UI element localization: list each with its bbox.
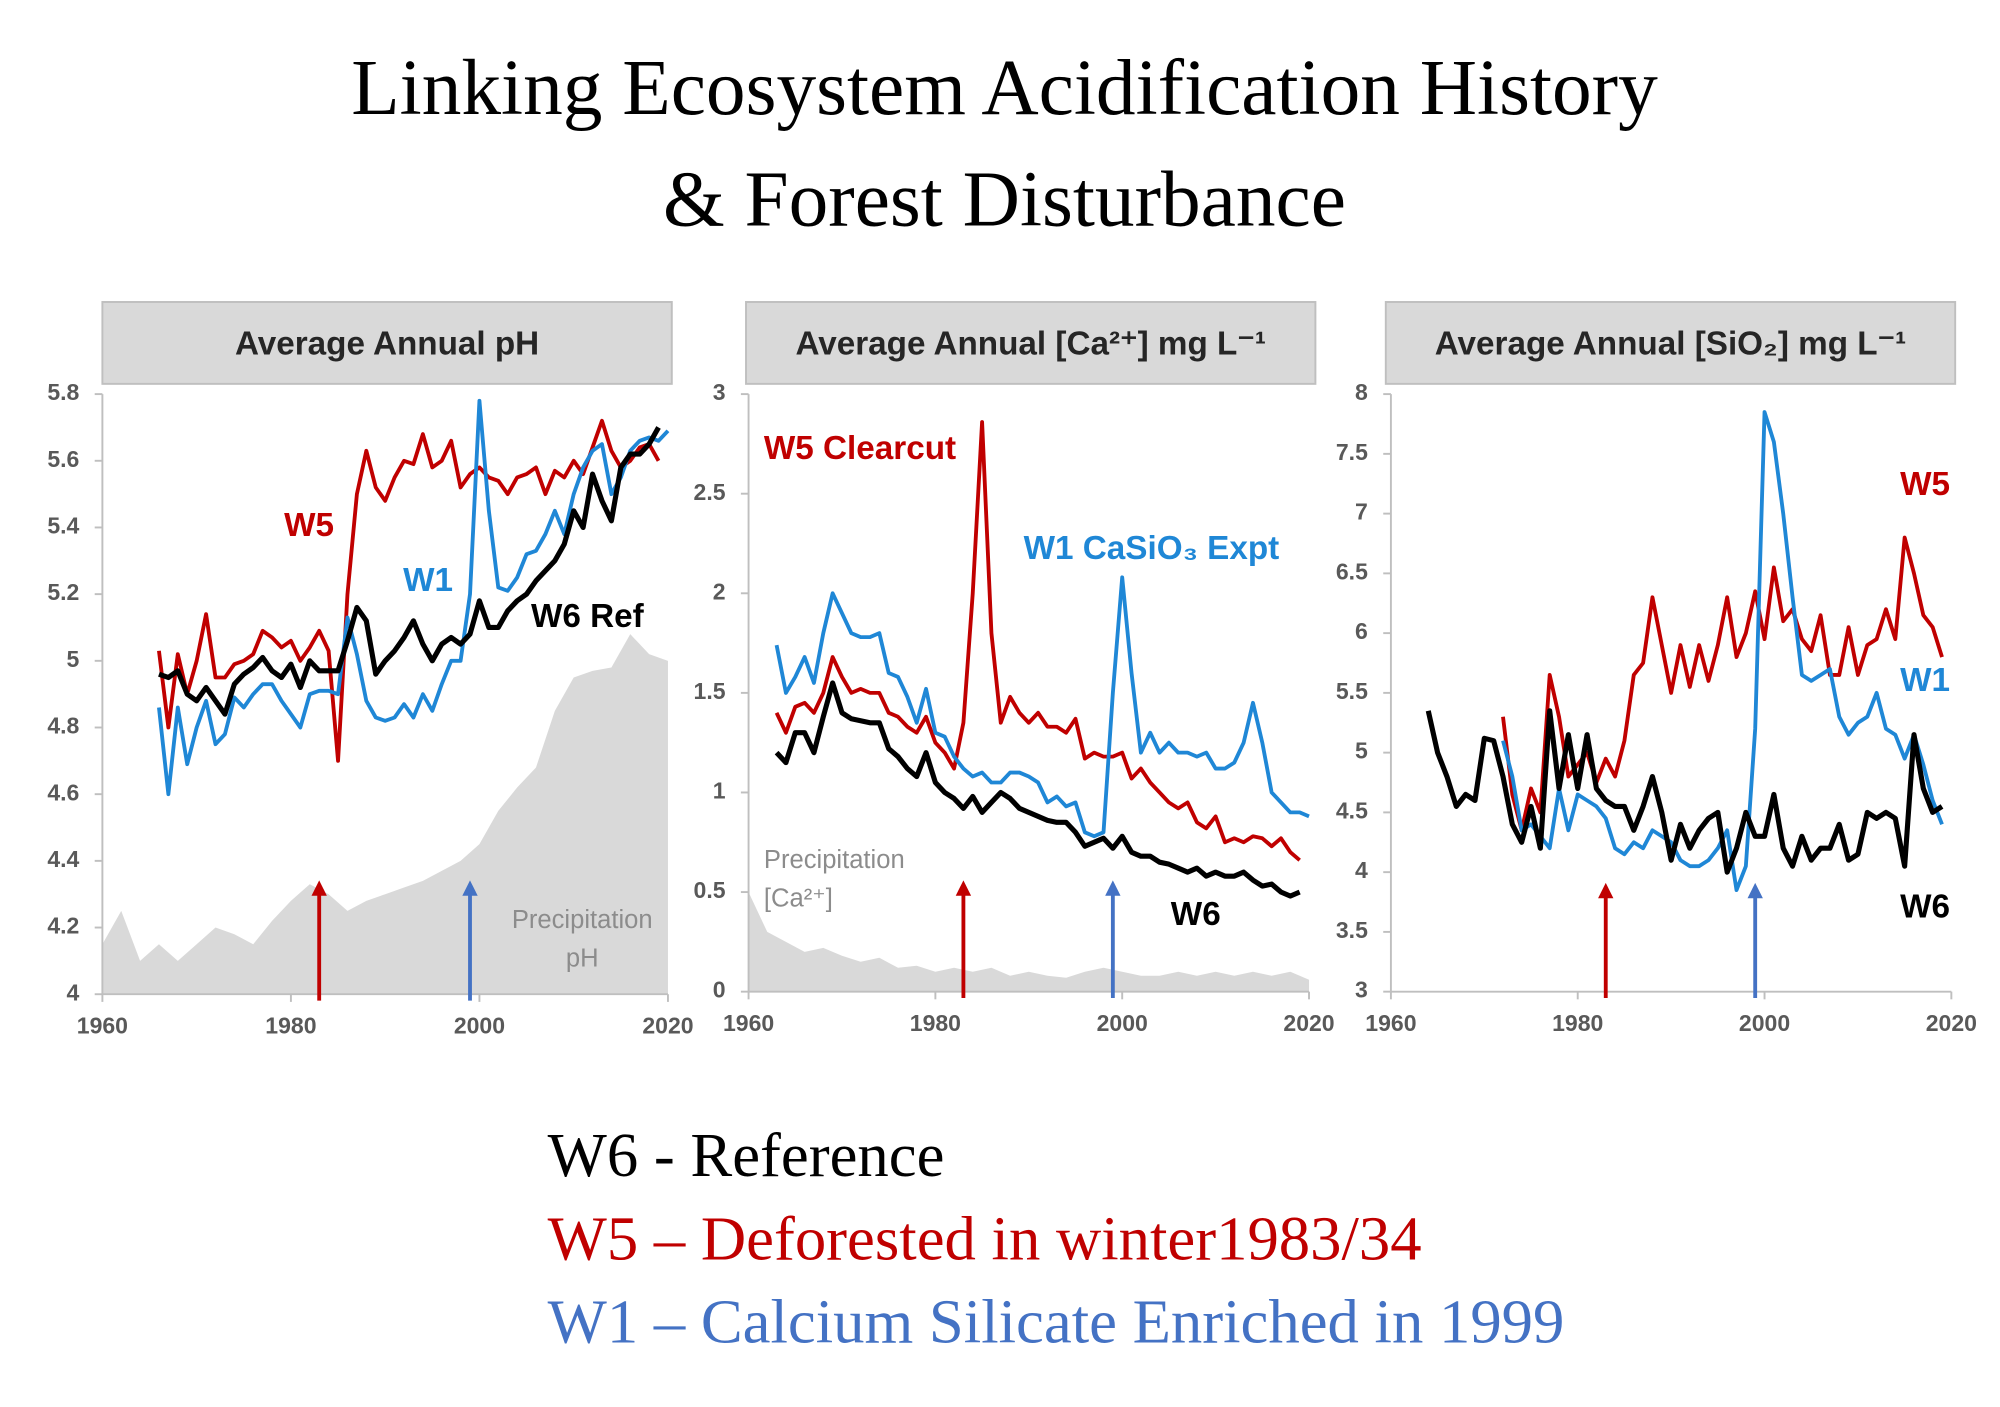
y-tick-label: 1.5 <box>694 678 726 704</box>
series-line <box>158 426 661 717</box>
x-tick-label: 1980 <box>265 1013 316 1039</box>
x-tick-label: 1980 <box>910 1010 961 1036</box>
y-tick-label: 0 <box>713 977 726 1003</box>
precipitation-label: Precipitation <box>512 906 653 934</box>
series-label: W1 <box>403 562 453 599</box>
y-tick-label: 5.8 <box>47 379 79 405</box>
x-tick-label: 2020 <box>1283 1010 1334 1036</box>
y-tick-label: 4.8 <box>47 713 79 739</box>
series-line <box>157 418 661 763</box>
y-tick-label: 4.6 <box>47 779 79 805</box>
series-line <box>1425 708 1944 875</box>
y-tick-label: 5.2 <box>47 579 79 605</box>
y-tick-label: 6 <box>1355 618 1368 644</box>
event-arrow-head <box>311 880 327 896</box>
panel-title: Average Annual [SiO₂] mg L⁻¹ <box>1435 325 1906 362</box>
y-tick-label: 4 <box>67 979 80 1005</box>
x-tick-label: 1960 <box>77 1013 128 1039</box>
y-tick-label: 5 <box>67 646 80 672</box>
footnote: W6 - Reference <box>548 1120 945 1190</box>
series-label: W1 <box>1900 662 1950 699</box>
footnote: W5 – Deforested in winter1983/34 <box>548 1203 1422 1273</box>
event-arrow-head <box>1598 882 1614 899</box>
y-tick-label: 6.5 <box>1336 558 1368 584</box>
series-label: W6 Ref <box>531 598 645 635</box>
precipitation-label: Precipitation <box>764 846 905 874</box>
footnote: W1 – Calcium Silicate Enriched in 1999 <box>548 1287 1565 1357</box>
x-tick-label: 2020 <box>642 1013 693 1039</box>
y-tick-label: 0.5 <box>694 877 726 903</box>
series-label: W1 CaSiO₃ Expt <box>1024 530 1280 567</box>
series-line <box>774 575 1310 839</box>
panel-title: Average Annual [Ca²⁺] mg L⁻¹ <box>795 325 1265 362</box>
panel-title-box <box>101 301 673 385</box>
precipitation-label: [Ca²⁺] <box>764 884 833 912</box>
event-arrow-head <box>1747 882 1763 899</box>
x-tick-label: 1960 <box>723 1010 774 1036</box>
y-tick-label: 4 <box>1355 857 1368 883</box>
series-label: W5 Clearcut <box>764 430 956 467</box>
y-tick-label: 2.5 <box>694 479 726 505</box>
y-tick-label: 5.5 <box>1336 678 1368 704</box>
y-tick-label: 5 <box>1355 738 1368 764</box>
series-label: W5 <box>284 507 334 544</box>
y-tick-label: 4.2 <box>47 913 79 939</box>
y-tick-label: 4.4 <box>47 846 79 872</box>
event-arrow-head <box>1105 880 1121 896</box>
x-tick-label: 1960 <box>1365 1010 1416 1036</box>
event-arrow-head <box>955 880 972 896</box>
x-tick-label: 2000 <box>1097 1010 1148 1036</box>
y-tick-label: 5.6 <box>47 446 79 472</box>
series-label: W5 <box>1900 466 1950 503</box>
panel-title-box <box>1384 301 1957 385</box>
series-line <box>157 398 670 797</box>
x-tick-label: 2000 <box>1739 1010 1790 1036</box>
x-tick-label: 2020 <box>1926 1010 1977 1036</box>
series-label: W6 <box>1171 896 1221 933</box>
precipitation-area <box>102 634 668 995</box>
y-tick-label: 2 <box>713 578 726 604</box>
precipitation-label: pH <box>566 944 599 972</box>
y-tick-label: 8 <box>1355 379 1368 405</box>
main-title: Linking Ecosystem Acidification History <box>351 44 1658 132</box>
y-tick-label: 7.5 <box>1336 439 1368 465</box>
y-tick-label: 1 <box>713 778 726 804</box>
y-tick-label: 3 <box>713 379 726 405</box>
y-tick-label: 7 <box>1355 499 1368 525</box>
y-tick-label: 3.5 <box>1336 917 1368 943</box>
y-tick-label: 5.4 <box>47 513 79 539</box>
y-tick-label: 4.5 <box>1336 797 1368 823</box>
series-line <box>774 420 1301 862</box>
event-arrow-head <box>462 880 478 896</box>
precipitation-area <box>748 892 1310 992</box>
series-line <box>774 680 1301 899</box>
main-title: & Forest Disturbance <box>663 155 1346 243</box>
panel-title: Average Annual pH <box>235 325 539 362</box>
panel-title-box <box>745 301 1317 385</box>
y-tick-label: 3 <box>1355 977 1368 1003</box>
x-tick-label: 1980 <box>1552 1010 1603 1036</box>
x-tick-label: 2000 <box>454 1013 505 1039</box>
series-label: W6 <box>1900 888 1950 925</box>
